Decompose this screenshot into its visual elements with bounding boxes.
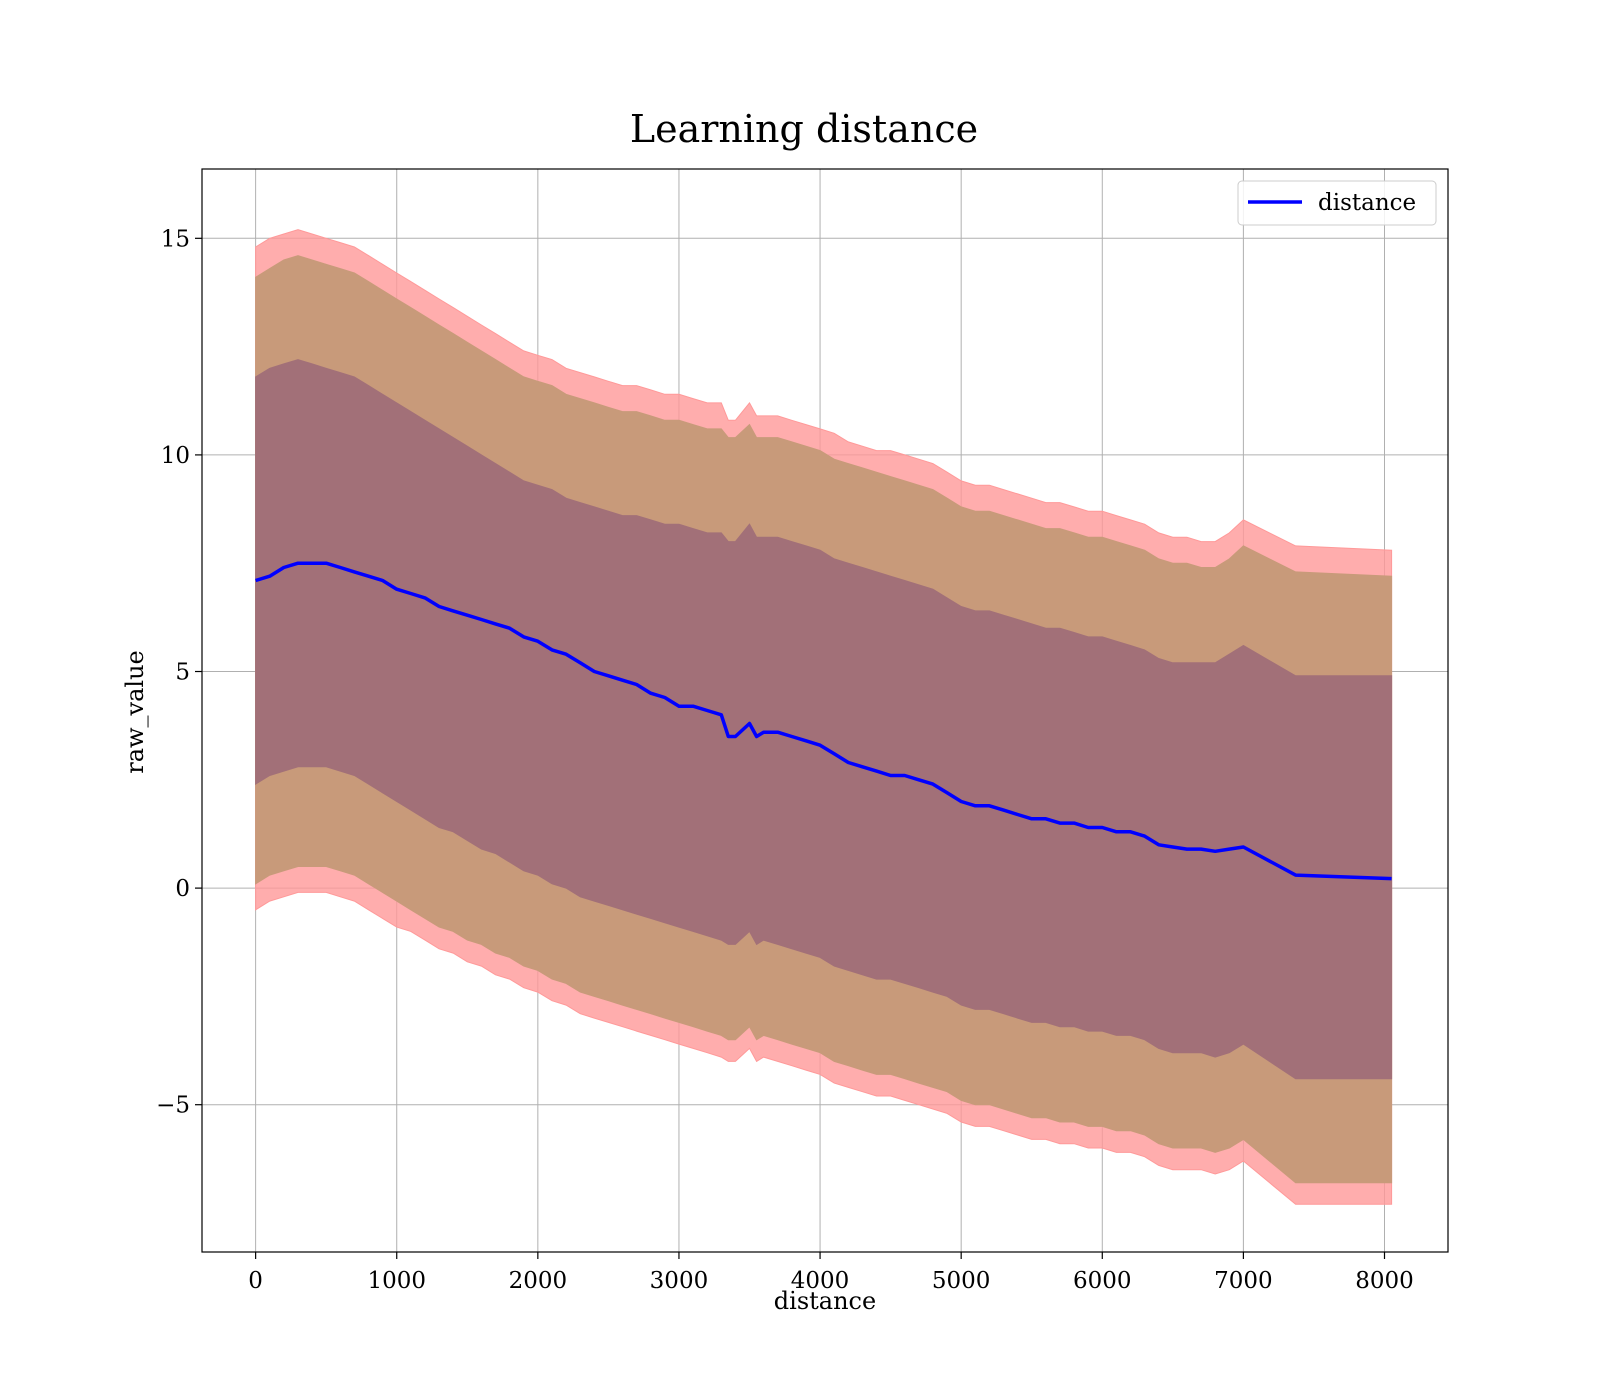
x-tick-label: 3000 <box>650 1268 709 1294</box>
plot-frame <box>201 168 1449 1253</box>
y-tick-label: 10 <box>161 443 190 469</box>
x-axis-label: distance <box>774 1287 876 1315</box>
chart-title: Learning distance <box>630 107 978 151</box>
legend: distance <box>1237 180 1437 226</box>
x-tick-label: 4000 <box>791 1268 850 1294</box>
y-tick-label: 15 <box>161 226 190 252</box>
series-line-distance <box>255 561 1392 881</box>
legend-box <box>1237 180 1437 226</box>
x-tick-label: 0 <box>248 1268 263 1294</box>
y-tick-label: 0 <box>175 876 190 902</box>
x-tick-label: 8000 <box>1355 1268 1414 1294</box>
y-tick-label: 5 <box>175 660 190 686</box>
y-axis-label: raw_value <box>121 650 149 774</box>
ticks: 0 1000 2000 3000 4000 5000 6000 7000 8000 −5 0 5 10 1… <box>156 226 1414 1294</box>
bands <box>255 229 1393 1205</box>
x-tick-label: 2000 <box>509 1268 568 1294</box>
y-tick-label: −5 <box>156 1093 190 1119</box>
series-line-layer <box>255 561 1392 881</box>
x-tick-label: 7000 <box>1214 1268 1273 1294</box>
x-tick-label: 5000 <box>932 1268 991 1294</box>
x-tick-label: 6000 <box>1073 1268 1132 1294</box>
legend-entry-distance: distance <box>1318 190 1416 216</box>
band-inner <box>255 359 1393 1080</box>
x-tick-label: 1000 <box>367 1268 426 1294</box>
